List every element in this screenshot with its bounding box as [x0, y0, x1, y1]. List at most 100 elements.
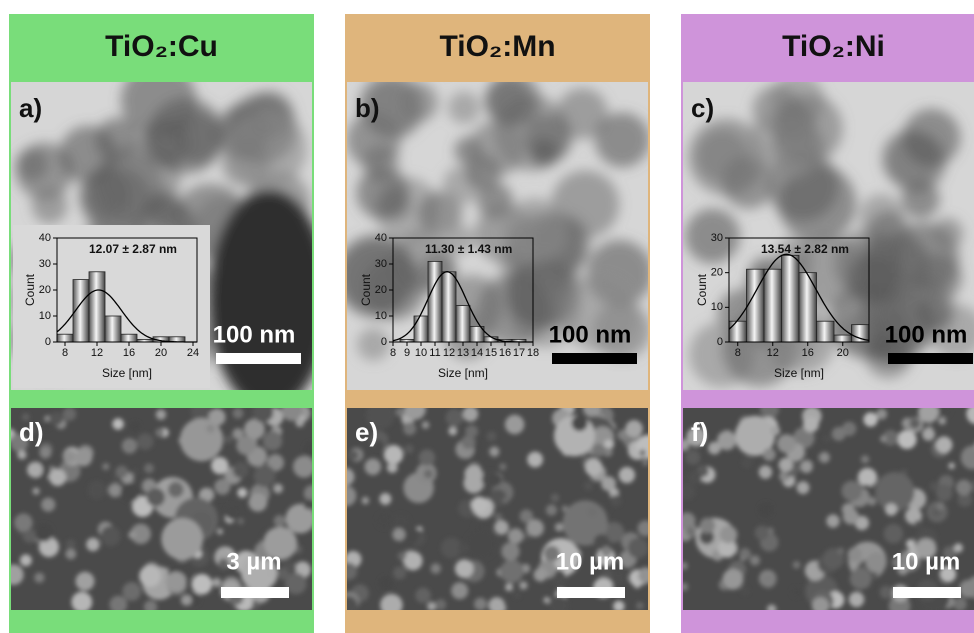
grain: [274, 515, 286, 527]
grain: [249, 493, 268, 512]
grain: [34, 573, 44, 583]
grain: [225, 435, 233, 443]
scale-bar: [221, 587, 289, 598]
x-axis-label: Size [nm]: [102, 366, 152, 380]
grain: [393, 566, 406, 579]
y-tick-label: 10: [375, 310, 387, 322]
grain: [43, 423, 50, 430]
grain: [238, 518, 245, 525]
grain: [956, 480, 972, 496]
particle-cluster: [772, 93, 843, 164]
grain: [116, 466, 128, 478]
grain: [215, 478, 231, 494]
particle-cluster: [595, 112, 650, 167]
y-tick-label: 20: [39, 284, 51, 296]
grain: [832, 427, 846, 441]
grain: [880, 586, 893, 599]
grain: [741, 587, 749, 595]
grain: [604, 448, 613, 457]
x-tick-label: 24: [187, 347, 199, 359]
grain: [405, 444, 414, 453]
particle-cluster: [697, 130, 748, 181]
grain: [755, 526, 769, 540]
grain: [471, 497, 487, 513]
grain: [678, 439, 690, 451]
grain: [555, 523, 564, 532]
grain: [212, 578, 221, 587]
grain: [800, 460, 813, 473]
grain: [628, 538, 648, 558]
grain: [909, 418, 920, 429]
grain: [161, 518, 203, 560]
histogram-bar: [729, 321, 747, 342]
x-tick-label: 16: [499, 347, 511, 359]
grain: [587, 507, 597, 517]
particle-cluster: [448, 92, 480, 124]
histogram-bar: [89, 272, 105, 342]
grain: [211, 457, 228, 474]
scale-bar: [893, 587, 961, 598]
grain: [763, 448, 776, 461]
grain: [348, 450, 358, 460]
grain: [770, 426, 780, 436]
grain: [501, 542, 520, 561]
scale-bar: [216, 353, 301, 364]
histogram-bar: [782, 255, 800, 342]
grain: [585, 458, 603, 476]
x-axis-label: Size [nm]: [438, 366, 488, 380]
grain: [431, 563, 441, 573]
y-axis-label: Count: [23, 273, 37, 306]
grain: [403, 422, 416, 435]
grain: [132, 468, 138, 474]
grain: [419, 449, 435, 465]
grain: [122, 582, 141, 601]
column: TiO₂:Mnb)100 nme)10 µm: [336, 14, 660, 633]
x-tick-label: 12: [767, 347, 779, 359]
x-tick-label: 17: [513, 347, 525, 359]
grain: [914, 520, 922, 528]
grain: [494, 513, 502, 521]
grain: [841, 481, 862, 502]
grain: [880, 435, 887, 442]
grain: [723, 569, 744, 590]
grain: [32, 488, 39, 495]
grain: [424, 469, 433, 478]
grain: [23, 530, 36, 543]
grain: [304, 441, 320, 457]
grain: [422, 421, 430, 429]
y-tick-label: 20: [375, 284, 387, 296]
grain: [502, 497, 509, 504]
x-tick-label: 14: [471, 347, 483, 359]
grain: [604, 505, 611, 512]
grain: [435, 599, 446, 610]
fit-annotation: 12.07 ± 2.87 nm: [89, 242, 177, 256]
grain: [379, 576, 393, 590]
grain: [263, 431, 283, 451]
grain: [551, 494, 560, 503]
grain: [938, 417, 946, 425]
grain: [168, 482, 183, 497]
scale-bar: [888, 353, 973, 364]
grain: [636, 602, 644, 610]
panel-label: c): [691, 93, 714, 123]
grain: [523, 533, 529, 539]
y-tick-label: 0: [717, 336, 723, 348]
panel-label: d): [19, 417, 44, 447]
grain: [489, 447, 499, 457]
grain: [619, 467, 635, 483]
x-tick-label: 16: [123, 347, 135, 359]
grain: [44, 416, 50, 422]
grain: [638, 567, 654, 583]
particle-cluster: [932, 218, 964, 250]
grain: [936, 485, 953, 502]
grain: [362, 497, 370, 505]
grain: [526, 519, 544, 537]
x-tick-label: 16: [802, 347, 814, 359]
panel-label: a): [19, 93, 42, 123]
y-tick-label: 30: [711, 232, 723, 244]
grain: [49, 412, 63, 426]
grain: [166, 572, 187, 593]
grain: [233, 408, 244, 419]
grain: [455, 559, 474, 578]
